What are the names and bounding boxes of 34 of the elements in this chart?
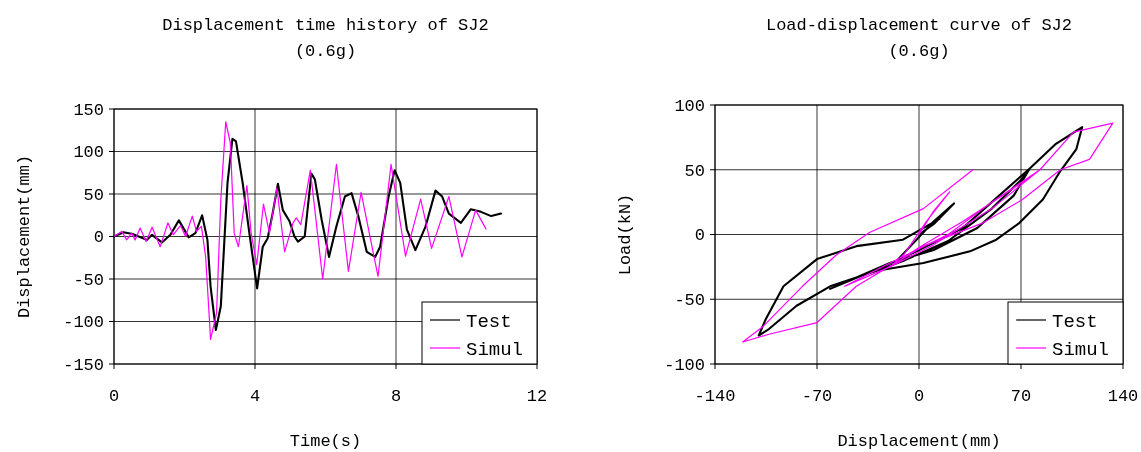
- legend-label: Test: [466, 310, 512, 333]
- y-tick-label: 50: [684, 161, 705, 181]
- x-axis-title: Time(s): [289, 432, 362, 451]
- x-tick-label: -140: [694, 387, 736, 406]
- y-axis-title: Load(kN): [616, 193, 635, 276]
- y-tick-label: 100: [674, 96, 705, 116]
- y-tick-label: 50: [83, 185, 104, 205]
- x-tick-label: -70: [801, 387, 833, 406]
- x-tick-label: 70: [1010, 387, 1032, 406]
- legend-label: Test: [1052, 310, 1098, 333]
- y-tick-label: 0: [694, 226, 705, 246]
- x-tick-label: 0: [108, 387, 120, 406]
- x-tick-label: 12: [526, 387, 548, 406]
- y-tick-label: 0: [93, 228, 104, 248]
- y-tick-label: -100: [63, 313, 104, 333]
- y-tick-label: -100: [664, 355, 705, 375]
- x-tick-label: 0: [913, 387, 925, 406]
- y-axis-title: Displacement(mm): [15, 154, 34, 319]
- legend-label: Simul: [466, 338, 524, 361]
- chart-title: Load-displacement curve of SJ2: [765, 16, 1073, 35]
- x-tick-label: 8: [390, 387, 402, 406]
- chart-title: Displacement time history of SJ2: [162, 16, 489, 35]
- x-axis-title: Displacement(mm): [837, 432, 1001, 451]
- y-tick-label: 150: [73, 100, 104, 120]
- chart-subtitle: (0.6g): [888, 42, 950, 61]
- legend-label: Simul: [1052, 338, 1110, 361]
- line-series: [742, 122, 1114, 343]
- x-tick-label: 140: [1107, 387, 1139, 406]
- x-tick-label: 4: [249, 387, 261, 406]
- y-tick-label: -150: [63, 355, 104, 375]
- y-tick-label: 100: [73, 143, 104, 163]
- y-tick-label: -50: [674, 291, 705, 311]
- y-tick-label: -50: [73, 270, 104, 290]
- chart-subtitle: (0.6g): [294, 42, 357, 61]
